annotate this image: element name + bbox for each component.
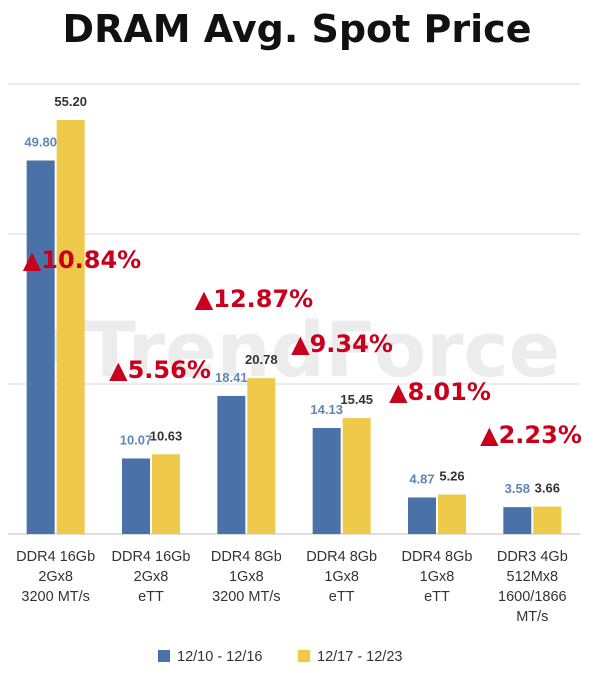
x-tick-label: 3200 MT/s [21,589,90,605]
legend-swatch [158,650,170,662]
data-label: 3.66 [535,481,560,496]
bar-week1 [312,428,341,534]
bar-week1 [217,395,246,534]
data-label: 10.63 [150,428,183,443]
change-annotation: ▲9.34% [291,330,393,358]
x-tick-label: eTT [329,589,355,605]
gridlines [8,83,580,535]
x-tick-label: 512Mx8 [507,569,559,585]
x-tick-label: 1Gx8 [229,569,264,585]
change-annotation: ▲2.23% [480,421,582,449]
change-annotation: ▲8.01% [389,378,491,406]
x-tick-label: 1600/1866 [498,589,567,605]
data-label: 3.58 [505,481,530,496]
x-tick-label: 2Gx8 [38,569,73,585]
data-label: 18.41 [215,370,248,385]
x-tick-label: DDR4 8Gb [211,549,282,565]
legend-swatch [298,650,310,662]
bar-week2 [152,454,180,534]
data-label: 55.20 [54,94,87,109]
change-annotation: ▲12.87% [195,285,313,313]
data-label: 14.13 [310,402,343,417]
bars [26,120,562,534]
x-tick-label: DDR4 16Gb [112,549,191,565]
bar-week1 [122,458,150,534]
x-axis: DDR4 16Gb 2Gx8 3200 MT/s DDR4 16Gb 2Gx8 eTT DD… [16,549,568,625]
data-label: 15.45 [340,392,373,407]
x-tick-label: DDR4 8Gb [402,549,473,565]
legend-label: 12/10 - 12/16 [177,649,262,665]
change-annotations: ▲10.84% ▲5.56% ▲12.87% ▲9.34% ▲8.01% ▲2.23% [23,246,582,449]
data-label: 20.78 [245,352,278,367]
bar-week2 [533,506,562,534]
bar-week1 [503,507,532,534]
watermark-text: TrendForce [84,305,560,394]
change-annotation: ▲10.84% [23,246,141,274]
bar-week1 [408,497,436,534]
bar-week2 [56,120,85,534]
x-tick-label: 1Gx8 [324,569,359,585]
watermark-logo: TrendForce [30,305,560,394]
x-tick-label: DDR4 16Gb [16,549,95,565]
x-tick-label: MT/s [516,609,548,625]
bar-week1 [26,160,55,534]
chart-title: DRAM Avg. Spot Price [63,7,532,51]
x-tick-label: 1Gx8 [420,569,455,585]
bar-week2 [247,378,276,534]
data-label: 10.07 [120,432,153,447]
x-tick-label: eTT [424,589,450,605]
x-tick-label: DDR4 8Gb [306,549,377,565]
data-label: 5.26 [439,469,464,484]
change-annotation: ▲5.56% [109,356,211,384]
legend: 12/10 - 12/16 12/17 - 12/23 [158,649,402,665]
bar-week2 [342,418,371,534]
legend-label: 12/17 - 12/23 [317,649,402,665]
data-label: 49.80 [24,135,57,150]
x-tick-label: DDR3 4Gb [497,549,568,565]
data-label: 4.87 [409,471,434,486]
bar-week2 [438,494,466,534]
x-tick-label: eTT [138,589,164,605]
x-tick-label: 2Gx8 [134,569,169,585]
x-tick-label: 3200 MT/s [212,589,281,605]
